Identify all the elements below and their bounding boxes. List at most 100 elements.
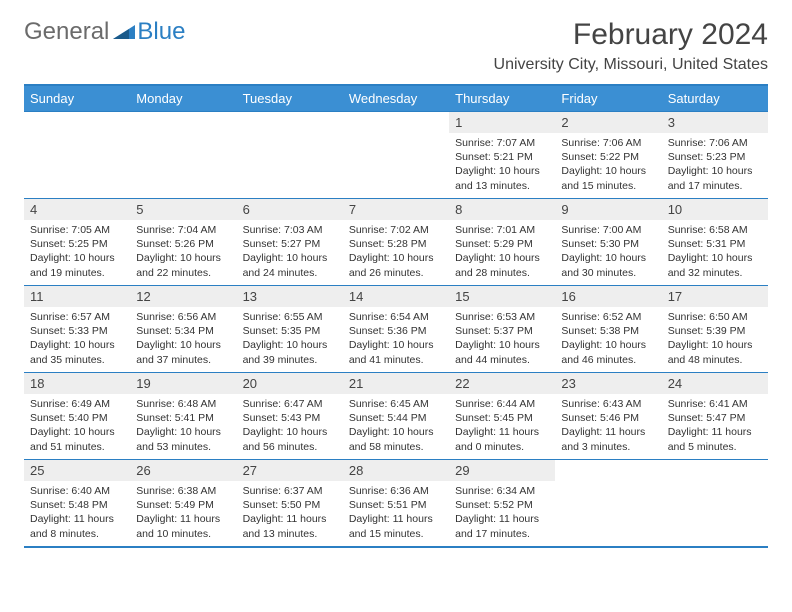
day-cell: 3Sunrise: 7:06 AMSunset: 5:23 PMDaylight… [662, 112, 768, 198]
day-cell: 25Sunrise: 6:40 AMSunset: 5:48 PMDayligh… [24, 460, 130, 546]
day-number: 25 [24, 460, 130, 481]
day-cell: 14Sunrise: 6:54 AMSunset: 5:36 PMDayligh… [343, 286, 449, 372]
day-number: 8 [449, 199, 555, 220]
day-number: 5 [130, 199, 236, 220]
day-number: 4 [24, 199, 130, 220]
day-cell: 11Sunrise: 6:57 AMSunset: 5:33 PMDayligh… [24, 286, 130, 372]
day-details: Sunrise: 6:47 AMSunset: 5:43 PMDaylight:… [237, 394, 343, 457]
day-number: 14 [343, 286, 449, 307]
day-details: Sunrise: 6:57 AMSunset: 5:33 PMDaylight:… [24, 307, 130, 370]
day-details: Sunrise: 7:07 AMSunset: 5:21 PMDaylight:… [449, 133, 555, 196]
day-cell: 21Sunrise: 6:45 AMSunset: 5:44 PMDayligh… [343, 373, 449, 459]
day-number: 1 [449, 112, 555, 133]
day-details: Sunrise: 6:34 AMSunset: 5:52 PMDaylight:… [449, 481, 555, 544]
day-number: 17 [662, 286, 768, 307]
day-cell: 16Sunrise: 6:52 AMSunset: 5:38 PMDayligh… [555, 286, 661, 372]
day-number: 22 [449, 373, 555, 394]
day-cell: 23Sunrise: 6:43 AMSunset: 5:46 PMDayligh… [555, 373, 661, 459]
day-number: 16 [555, 286, 661, 307]
calendar: SundayMondayTuesdayWednesdayThursdayFrid… [24, 84, 768, 548]
day-cell: 7Sunrise: 7:02 AMSunset: 5:28 PMDaylight… [343, 199, 449, 285]
day-cell: 12Sunrise: 6:56 AMSunset: 5:34 PMDayligh… [130, 286, 236, 372]
day-details: Sunrise: 6:56 AMSunset: 5:34 PMDaylight:… [130, 307, 236, 370]
day-number: 19 [130, 373, 236, 394]
day-number: 6 [237, 199, 343, 220]
day-number: 9 [555, 199, 661, 220]
day-number: 27 [237, 460, 343, 481]
day-number: 13 [237, 286, 343, 307]
day-details: Sunrise: 6:55 AMSunset: 5:35 PMDaylight:… [237, 307, 343, 370]
day-cell: 13Sunrise: 6:55 AMSunset: 5:35 PMDayligh… [237, 286, 343, 372]
day-number: 10 [662, 199, 768, 220]
day-details: Sunrise: 6:54 AMSunset: 5:36 PMDaylight:… [343, 307, 449, 370]
week-row: 18Sunrise: 6:49 AMSunset: 5:40 PMDayligh… [24, 372, 768, 459]
day-number: 11 [24, 286, 130, 307]
day-number: 15 [449, 286, 555, 307]
weekday-header: Saturday [662, 86, 768, 111]
weekday-header: Thursday [449, 86, 555, 111]
day-number: 7 [343, 199, 449, 220]
day-details: Sunrise: 6:41 AMSunset: 5:47 PMDaylight:… [662, 394, 768, 457]
week-row: 11Sunrise: 6:57 AMSunset: 5:33 PMDayligh… [24, 285, 768, 372]
day-cell: 26Sunrise: 6:38 AMSunset: 5:49 PMDayligh… [130, 460, 236, 546]
day-cell [343, 112, 449, 198]
day-details: Sunrise: 6:52 AMSunset: 5:38 PMDaylight:… [555, 307, 661, 370]
day-cell: 5Sunrise: 7:04 AMSunset: 5:26 PMDaylight… [130, 199, 236, 285]
header: General Blue February 2024 University Ci… [24, 18, 768, 74]
weekday-header: Sunday [24, 86, 130, 111]
day-number: 12 [130, 286, 236, 307]
weekday-header: Wednesday [343, 86, 449, 111]
day-details: Sunrise: 6:43 AMSunset: 5:46 PMDaylight:… [555, 394, 661, 457]
day-details: Sunrise: 7:01 AMSunset: 5:29 PMDaylight:… [449, 220, 555, 283]
day-number: 26 [130, 460, 236, 481]
day-number: 3 [662, 112, 768, 133]
day-details: Sunrise: 7:00 AMSunset: 5:30 PMDaylight:… [555, 220, 661, 283]
day-cell: 15Sunrise: 6:53 AMSunset: 5:37 PMDayligh… [449, 286, 555, 372]
day-number: 20 [237, 373, 343, 394]
week-row: 1Sunrise: 7:07 AMSunset: 5:21 PMDaylight… [24, 111, 768, 198]
day-details: Sunrise: 6:48 AMSunset: 5:41 PMDaylight:… [130, 394, 236, 457]
day-cell: 2Sunrise: 7:06 AMSunset: 5:22 PMDaylight… [555, 112, 661, 198]
logo: General Blue [24, 18, 185, 46]
day-details: Sunrise: 6:49 AMSunset: 5:40 PMDaylight:… [24, 394, 130, 457]
day-cell: 6Sunrise: 7:03 AMSunset: 5:27 PMDaylight… [237, 199, 343, 285]
day-cell: 4Sunrise: 7:05 AMSunset: 5:25 PMDaylight… [24, 199, 130, 285]
day-number: 18 [24, 373, 130, 394]
day-cell: 29Sunrise: 6:34 AMSunset: 5:52 PMDayligh… [449, 460, 555, 546]
day-cell: 18Sunrise: 6:49 AMSunset: 5:40 PMDayligh… [24, 373, 130, 459]
day-number: 24 [662, 373, 768, 394]
day-cell: 19Sunrise: 6:48 AMSunset: 5:41 PMDayligh… [130, 373, 236, 459]
day-details: Sunrise: 6:53 AMSunset: 5:37 PMDaylight:… [449, 307, 555, 370]
day-cell [237, 112, 343, 198]
weekday-header: Friday [555, 86, 661, 111]
day-details: Sunrise: 6:58 AMSunset: 5:31 PMDaylight:… [662, 220, 768, 283]
day-cell: 17Sunrise: 6:50 AMSunset: 5:39 PMDayligh… [662, 286, 768, 372]
day-details: Sunrise: 7:03 AMSunset: 5:27 PMDaylight:… [237, 220, 343, 283]
day-details: Sunrise: 6:50 AMSunset: 5:39 PMDaylight:… [662, 307, 768, 370]
day-cell: 9Sunrise: 7:00 AMSunset: 5:30 PMDaylight… [555, 199, 661, 285]
month-title: February 2024 [494, 18, 768, 52]
logo-word-2: Blue [137, 18, 185, 46]
day-details: Sunrise: 6:36 AMSunset: 5:51 PMDaylight:… [343, 481, 449, 544]
day-cell: 24Sunrise: 6:41 AMSunset: 5:47 PMDayligh… [662, 373, 768, 459]
day-number: 28 [343, 460, 449, 481]
day-cell: 20Sunrise: 6:47 AMSunset: 5:43 PMDayligh… [237, 373, 343, 459]
weekday-header: Tuesday [237, 86, 343, 111]
day-cell [662, 460, 768, 546]
day-details: Sunrise: 6:44 AMSunset: 5:45 PMDaylight:… [449, 394, 555, 457]
day-cell: 1Sunrise: 7:07 AMSunset: 5:21 PMDaylight… [449, 112, 555, 198]
day-cell: 10Sunrise: 6:58 AMSunset: 5:31 PMDayligh… [662, 199, 768, 285]
day-details: Sunrise: 7:02 AMSunset: 5:28 PMDaylight:… [343, 220, 449, 283]
day-cell [130, 112, 236, 198]
weekday-header-row: SundayMondayTuesdayWednesdayThursdayFrid… [24, 86, 768, 111]
day-number: 2 [555, 112, 661, 133]
week-row: 4Sunrise: 7:05 AMSunset: 5:25 PMDaylight… [24, 198, 768, 285]
day-number: 23 [555, 373, 661, 394]
day-details: Sunrise: 6:38 AMSunset: 5:49 PMDaylight:… [130, 481, 236, 544]
title-block: February 2024 University City, Missouri,… [494, 18, 768, 74]
day-details: Sunrise: 7:06 AMSunset: 5:22 PMDaylight:… [555, 133, 661, 196]
week-row: 25Sunrise: 6:40 AMSunset: 5:48 PMDayligh… [24, 459, 768, 546]
day-details: Sunrise: 6:45 AMSunset: 5:44 PMDaylight:… [343, 394, 449, 457]
day-details: Sunrise: 6:37 AMSunset: 5:50 PMDaylight:… [237, 481, 343, 544]
day-cell [555, 460, 661, 546]
